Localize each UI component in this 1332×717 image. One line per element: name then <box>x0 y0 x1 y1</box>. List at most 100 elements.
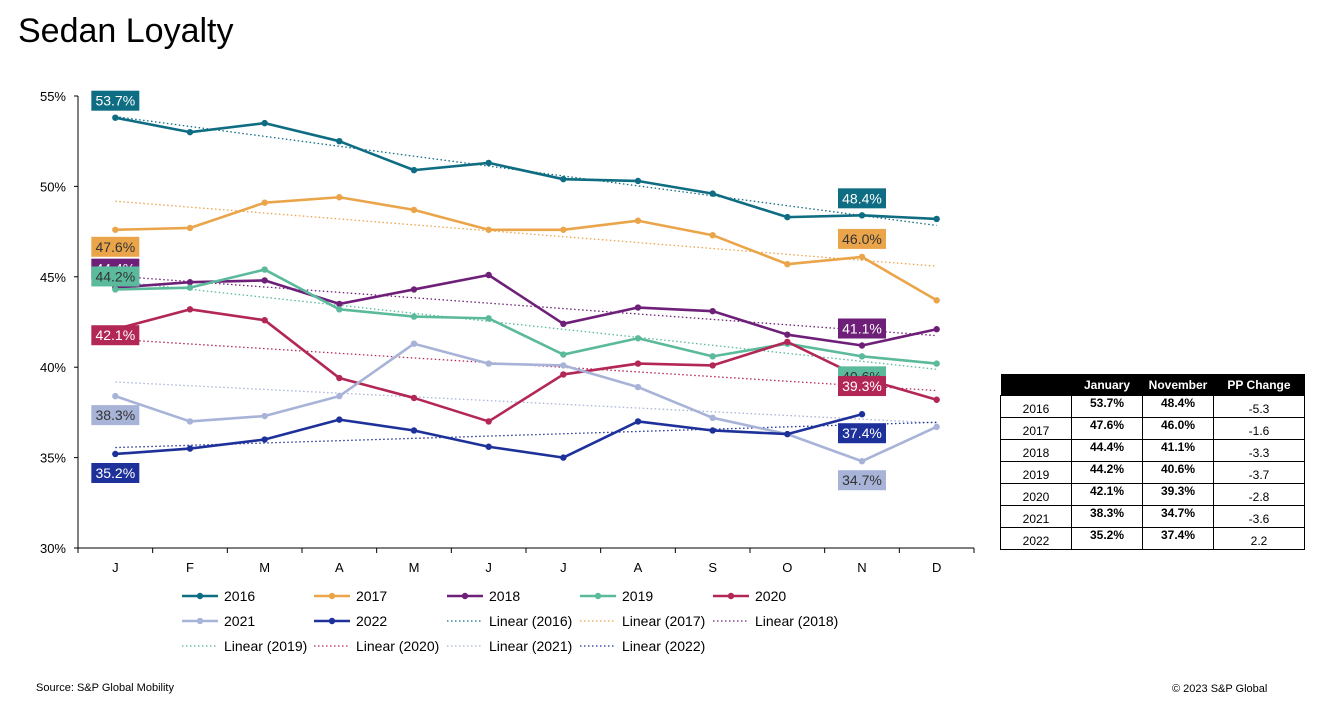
data-label: 48.4% <box>842 190 882 206</box>
data-point-2017 <box>933 297 940 304</box>
summary-cell-nov: 40.6% <box>1142 461 1214 484</box>
data-point-2019 <box>709 353 716 360</box>
legend-marker-2022 <box>328 617 336 625</box>
data-point-2016 <box>186 128 194 136</box>
summary-header-november: November <box>1142 374 1214 396</box>
x-tick-label: J <box>560 560 567 575</box>
summary-row-2019: 2019 44.2% 40.6% -3.7 <box>1000 461 1305 484</box>
data-point-2020 <box>336 374 343 382</box>
chart-axes: 55% 50% 45% 40% 35% 30% J F M A M J J A S O N D <box>40 89 975 575</box>
data-point-2017 <box>336 194 343 201</box>
x-tick-label: A <box>634 560 643 575</box>
data-label-box <box>91 90 140 111</box>
data-label: 37.4% <box>842 425 882 441</box>
data-label: 46.0% <box>842 231 882 247</box>
data-point-2016 <box>933 215 940 223</box>
data-label-box <box>91 236 140 257</box>
legend-label: Linear (2016) <box>489 613 572 629</box>
data-point-2016 <box>410 166 418 174</box>
data-point-2020 <box>933 396 940 403</box>
legend-label: 2018 <box>489 588 520 604</box>
copyright-note: © 2023 S&P Global <box>1172 683 1268 695</box>
summary-cell-nov: 46.0% <box>1142 417 1214 440</box>
summary-cell-year: 2021 <box>1000 505 1072 528</box>
data-point-2021 <box>186 418 194 425</box>
y-tick-label: 55% <box>40 89 66 104</box>
data-point-2022 <box>261 436 268 443</box>
summary-cell-pp: -3.7 <box>1213 461 1305 484</box>
summary-cell-jan: 42.1% <box>1071 483 1143 506</box>
data-point-2017 <box>858 253 866 261</box>
data-label-box <box>91 462 140 483</box>
x-tick-label: O <box>782 560 792 575</box>
legend-label: Linear (2022) <box>622 638 705 654</box>
data-label-box <box>838 188 886 209</box>
data-point-2020 <box>560 371 567 378</box>
legend-label: Linear (2020) <box>356 638 439 654</box>
data-point-2022 <box>410 427 418 434</box>
series-line-2017 <box>115 195 938 302</box>
data-labels: 53.7%48.4%47.6%46.0%44.4%41.1%44.2%40.6%… <box>91 90 886 491</box>
data-label-box <box>838 376 886 397</box>
data-point-2017 <box>186 224 194 232</box>
data-label: 35.2% <box>95 465 135 481</box>
data-point-2016 <box>709 190 716 197</box>
data-label: 38.3% <box>95 407 135 423</box>
summary-cell-pp: 2.2 <box>1213 527 1305 550</box>
y-tick-label: 45% <box>40 270 66 285</box>
trend-line-2019 <box>115 280 937 370</box>
data-label-box <box>838 228 886 249</box>
summary-cell-nov: 34.7% <box>1142 505 1214 528</box>
data-point-2018 <box>261 277 268 284</box>
data-point-2021 <box>112 392 119 400</box>
data-point-2022 <box>560 454 567 461</box>
summary-cell-pp: -5.3 <box>1213 395 1305 418</box>
x-tick-label: J <box>112 560 119 575</box>
series-line-2021 <box>114 342 938 463</box>
summary-cell-pp: -1.6 <box>1213 417 1305 440</box>
data-point-2017 <box>709 232 716 239</box>
data-point-2017 <box>634 217 642 224</box>
data-label-box <box>91 325 140 346</box>
legend-label: 2022 <box>356 613 387 629</box>
summary-header-pp-change: PP Change <box>1213 374 1305 396</box>
y-tick-label: 35% <box>40 451 66 466</box>
y-tick-label: 30% <box>40 541 66 556</box>
x-tick-label: S <box>708 560 717 575</box>
data-label: 53.7% <box>95 93 135 109</box>
data-point-2019 <box>410 313 418 320</box>
x-tick-label: J <box>485 560 492 575</box>
data-point-2017 <box>560 226 567 233</box>
data-point-2016 <box>784 213 791 221</box>
summary-cell-year: 2016 <box>1000 395 1072 418</box>
legend-marker-2019 <box>594 592 602 600</box>
data-point-2020 <box>634 360 642 367</box>
data-point-2019 <box>634 335 642 342</box>
trend-line-2017 <box>115 200 937 267</box>
summary-row-2016: 2016 53.7% 48.4% -5.3 <box>1000 395 1305 418</box>
data-point-2019 <box>336 306 343 313</box>
summary-cell-jan: 44.4% <box>1071 439 1143 462</box>
summary-header-january: January <box>1071 374 1143 396</box>
data-point-2019 <box>560 351 567 358</box>
legend-label: 2021 <box>224 613 255 629</box>
chart-legend: 2016 2017 2018 2019 2020 2021 2022 Linear (2016… <box>182 588 838 654</box>
legend-label: Linear (2021) <box>489 638 572 654</box>
summary-cell-year: 2019 <box>1000 461 1072 484</box>
series-line-2018 <box>115 273 937 347</box>
summary-header-row: January November PP Change <box>1000 374 1305 396</box>
data-point-2016 <box>858 212 866 219</box>
summary-cell-year: 2020 <box>1000 483 1072 506</box>
data-point-2018 <box>784 331 791 338</box>
data-point-2016 <box>336 138 343 145</box>
y-tick-label: 50% <box>40 179 66 194</box>
y-tick-label: 40% <box>40 360 66 375</box>
data-point-2016 <box>485 159 492 167</box>
data-point-2021 <box>709 414 716 422</box>
summary-cell-pp: -2.8 <box>1213 483 1305 506</box>
data-point-2021 <box>560 362 567 369</box>
summary-table: January November PP Change 2016 53.7% 48.4… <box>1000 374 1305 550</box>
data-point-2021 <box>485 360 492 367</box>
data-point-2020 <box>261 316 268 324</box>
summary-row-2021: 2021 38.3% 34.7% -3.6 <box>1000 505 1305 528</box>
